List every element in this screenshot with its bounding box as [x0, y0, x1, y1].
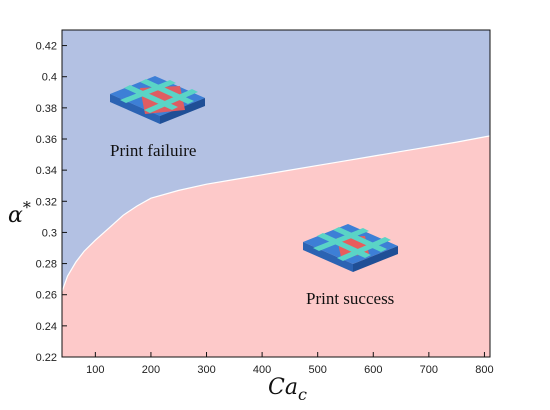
print-success-grid-icon: [303, 224, 398, 272]
x-tick-label: 200: [142, 364, 160, 376]
y-tick-label: 0.26: [36, 290, 57, 302]
print-failure-label: Print failuire: [110, 141, 196, 160]
x-axis-title-subscript: c: [298, 385, 307, 404]
x-tick-label: 700: [420, 364, 438, 376]
print-failure-grid-icon: [110, 76, 205, 124]
y-tick-label: 0.42: [36, 41, 57, 53]
x-tick-label: 800: [475, 364, 493, 376]
y-tick-label: 0.3: [42, 227, 57, 239]
x-axis-title-main: Ca: [268, 375, 298, 400]
x-tick-label: 500: [309, 364, 327, 376]
x-axis-title: Cac: [268, 375, 307, 404]
y-tick-label: 0.32: [36, 196, 57, 208]
y-tick-label: 0.24: [36, 321, 57, 333]
y-tick-label: 0.4: [42, 72, 57, 84]
x-axis-ticks: 100 200 300 400 500 600 700 800: [86, 352, 494, 376]
y-tick-label: 0.36: [36, 134, 57, 146]
y-axis-title: α*: [8, 198, 31, 228]
plot-frame: [61, 29, 491, 358]
print-success-label: Print success: [306, 289, 394, 308]
x-tick-label: 100: [86, 364, 104, 376]
x-tick-label: 300: [197, 364, 215, 376]
y-tick-label: 0.22: [36, 352, 57, 364]
x-tick-label: 600: [364, 364, 382, 376]
y-tick-label: 0.28: [36, 259, 57, 271]
print-success-region: [62, 135, 490, 357]
boundary-line: [61, 135, 491, 292]
y-axis-title-superscript: *: [23, 198, 31, 217]
y-axis-title-main: α: [8, 203, 23, 228]
y-axis-ticks: 0.22 0.24 0.26 0.28 0.3 0.32 0.34 0.36 0.38 0.4 0.…: [36, 41, 67, 364]
y-tick-label: 0.38: [36, 103, 57, 115]
x-tick-label: 400: [253, 364, 271, 376]
y-tick-label: 0.34: [36, 165, 57, 177]
